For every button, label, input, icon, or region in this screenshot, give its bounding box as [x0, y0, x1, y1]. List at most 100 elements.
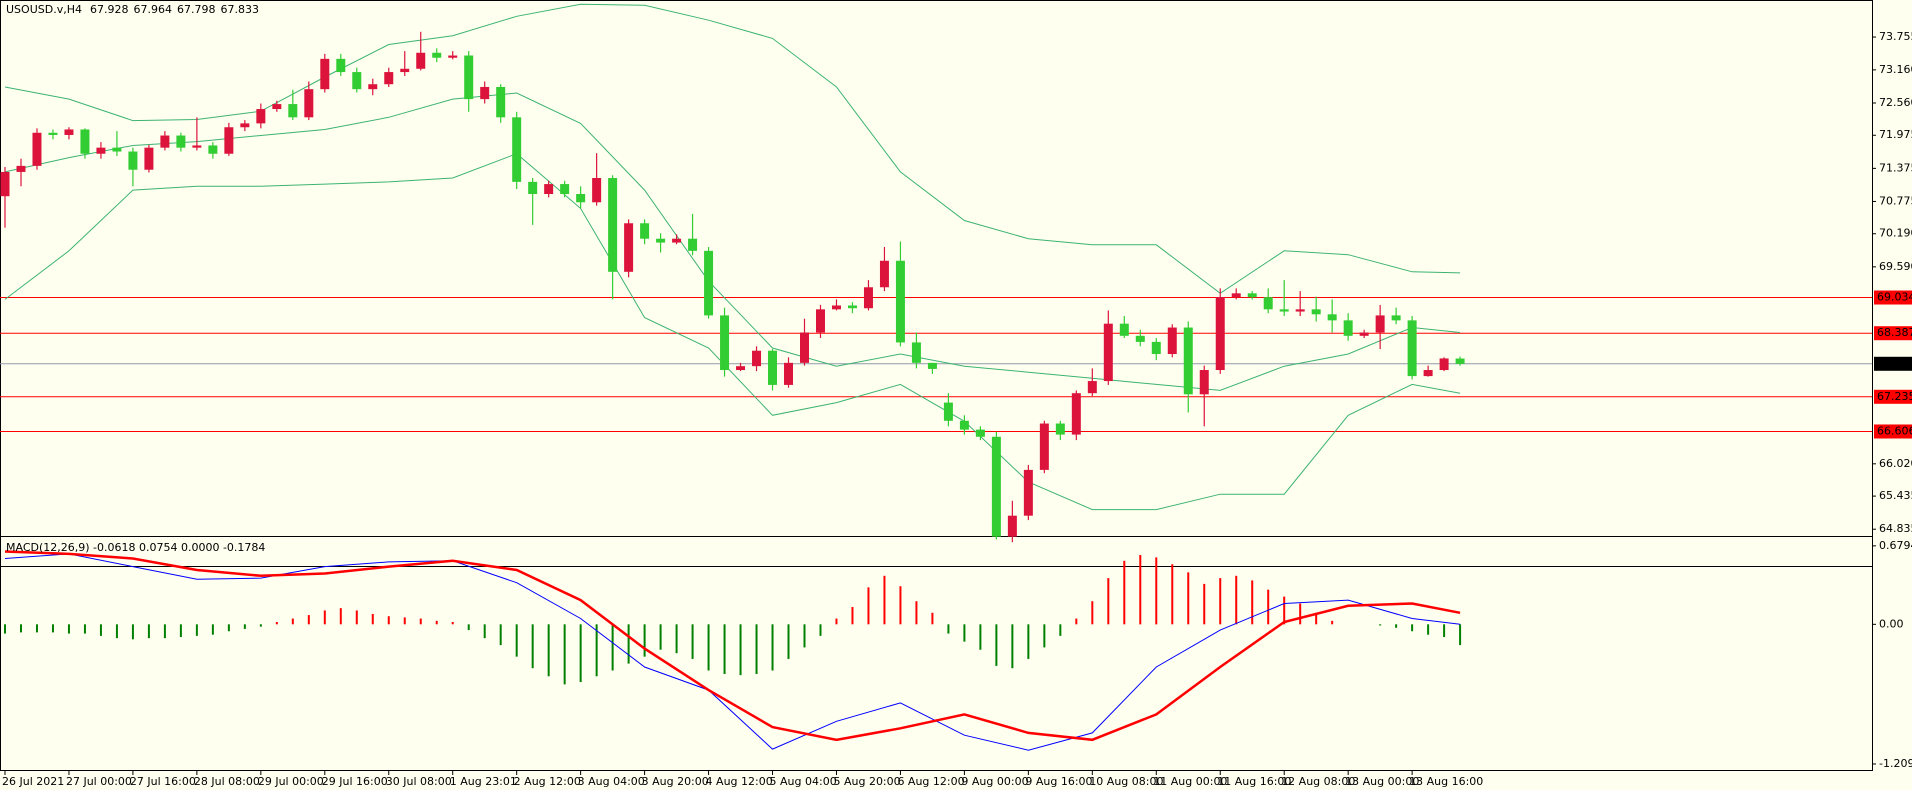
macd-signal-line [4, 550, 1461, 742]
candle-body [1071, 393, 1081, 435]
level-label: 69.034 [1877, 291, 1912, 304]
candle-body [831, 305, 841, 310]
candle-body [512, 117, 522, 182]
candle-body [863, 287, 873, 309]
candle-body [224, 127, 234, 154]
bid-tag [1874, 356, 1912, 371]
candle-body [911, 342, 921, 363]
x-tick-label: 4 Aug 12:00 [706, 775, 773, 788]
band-upper [4, 3, 1461, 294]
candle-body [528, 181, 538, 195]
candle-body [128, 151, 138, 170]
candle-body [1151, 341, 1161, 355]
x-tick-label: 9 Aug 16:00 [1025, 775, 1092, 788]
candle-body [1439, 358, 1449, 371]
x-tick-label: 3 Aug 20:00 [642, 775, 709, 788]
candle-body [1023, 469, 1033, 516]
candle-body [1359, 332, 1369, 336]
candle-body [352, 72, 362, 90]
x-tick-label: 27 Jul 00:00 [66, 775, 132, 788]
x-tick-label: 12 Aug 08:00 [1281, 775, 1355, 788]
level-tag [1874, 326, 1912, 341]
level-tag [1874, 389, 1912, 404]
candle-body [576, 194, 586, 203]
candle-body [768, 350, 778, 385]
candle-body [336, 58, 346, 73]
level-label: 67.235 [1877, 390, 1912, 403]
candle-body [704, 250, 714, 316]
candle-body [1407, 320, 1417, 377]
candle-body [0, 171, 10, 197]
y-tick-label: 65.435 [1879, 489, 1912, 502]
macd-y-tick-label: -1.2091 [1879, 757, 1912, 770]
candle-body [895, 260, 905, 343]
price-pane-border [0, 0, 1873, 567]
candle-body [975, 429, 985, 437]
candle-body [416, 52, 426, 69]
candle-body [432, 52, 442, 58]
x-tick-label: 11 Aug 16:00 [1217, 775, 1291, 788]
candle-body [384, 72, 394, 85]
candle-body [1087, 381, 1097, 394]
x-tick-label: 5 Aug 20:00 [833, 775, 900, 788]
candle-body [176, 135, 186, 148]
candle-body [656, 238, 666, 243]
candle-body [368, 84, 378, 90]
candle-body [400, 68, 410, 73]
candle-body [1247, 293, 1257, 298]
candle-body [1343, 320, 1353, 336]
candle-body [672, 238, 682, 243]
x-tick-label: 29 Jul 16:00 [322, 775, 388, 788]
x-tick-label: 3 Aug 04:00 [578, 775, 645, 788]
x-tick-label: 26 Jul 2021 [2, 775, 64, 788]
candle-body [959, 420, 969, 430]
candle-body [943, 402, 953, 421]
candle-body [256, 109, 266, 124]
candle-body [320, 58, 330, 90]
candle-body [80, 129, 90, 154]
candle-body [800, 332, 809, 363]
y-tick-label: 69.590 [1879, 260, 1912, 273]
candle-body [879, 260, 889, 288]
candle-body [1327, 314, 1337, 321]
candle-body [480, 86, 490, 100]
candle-body [304, 89, 314, 118]
level-label: 66.606 [1877, 424, 1912, 437]
x-tick-label: 10 Aug 08:00 [1089, 775, 1163, 788]
macd-y-tick-label: 0.00 [1879, 617, 1904, 630]
x-tick-label: 1 Aug 23:01 [450, 775, 517, 788]
candle-body [1199, 370, 1209, 395]
x-tick-label: 9 Aug 00:00 [961, 775, 1028, 788]
candle-body [1311, 309, 1321, 315]
x-tick-label: 5 Aug 04:00 [770, 775, 837, 788]
candle-body [496, 86, 506, 118]
last-close: 67.833 [220, 3, 259, 16]
candle-body [1215, 297, 1225, 371]
x-tick-label: 29 Jul 00:00 [258, 775, 324, 788]
candle-body [688, 238, 698, 251]
candle-body [560, 184, 570, 195]
candle-body [1279, 309, 1289, 312]
band-lower [4, 153, 1461, 511]
candle-body [752, 350, 762, 367]
candle-body [1039, 423, 1049, 470]
candle-body [64, 129, 74, 135]
candle-body [991, 436, 1001, 537]
x-tick-label: 30 Jul 08:00 [386, 775, 452, 788]
candle-body [288, 104, 298, 118]
candle-body [927, 362, 937, 369]
candle-body [48, 132, 58, 135]
candle-body [1183, 327, 1193, 395]
candle-body [544, 184, 554, 195]
candle-body [720, 315, 730, 371]
candle-body [1167, 327, 1177, 355]
x-tick-label: 27 Jul 16:00 [130, 775, 196, 788]
candle-body [1263, 297, 1273, 310]
candle-body [240, 123, 250, 128]
candle-body [1103, 323, 1113, 382]
y-tick-label: 73.755 [1879, 30, 1912, 43]
candle-body [736, 366, 746, 371]
candle-body [1295, 309, 1305, 312]
